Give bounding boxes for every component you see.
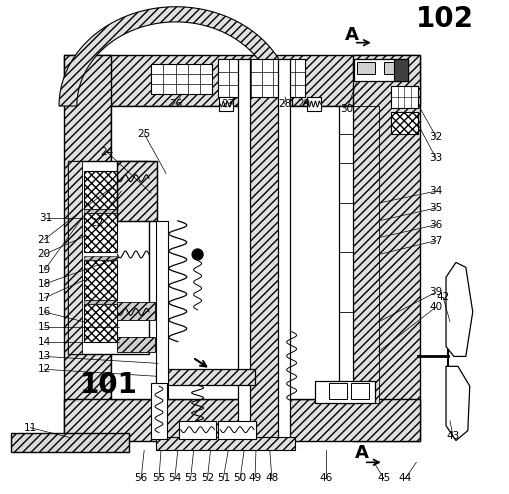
Bar: [156, 370, 254, 385]
Text: 50: 50: [233, 473, 246, 483]
Bar: [64, 399, 419, 441]
Text: 36: 36: [429, 220, 442, 230]
Text: 101: 101: [79, 371, 137, 399]
Text: 14: 14: [38, 336, 51, 347]
Text: 102: 102: [415, 5, 473, 33]
Bar: [64, 54, 111, 441]
Text: 43: 43: [445, 431, 459, 441]
Text: 25: 25: [137, 129, 151, 139]
Text: 53: 53: [184, 473, 197, 483]
Text: 49: 49: [248, 473, 261, 483]
Text: 27: 27: [221, 99, 235, 109]
Text: 37: 37: [429, 236, 442, 246]
Text: 44: 44: [398, 473, 411, 483]
Bar: [111, 106, 352, 399]
Text: 17: 17: [38, 293, 51, 303]
Text: 18: 18: [38, 279, 51, 289]
Text: 56: 56: [134, 473, 148, 483]
Bar: [68, 162, 149, 354]
Text: 55: 55: [152, 473, 165, 483]
Text: 52: 52: [201, 473, 214, 483]
Text: 46: 46: [319, 473, 332, 483]
Bar: [277, 59, 289, 446]
Circle shape: [192, 249, 203, 260]
Text: 34: 34: [429, 186, 442, 196]
Bar: [179, 421, 216, 439]
Text: 26: 26: [169, 99, 182, 109]
Bar: [350, 383, 368, 399]
Bar: [68, 162, 81, 354]
Text: 16: 16: [38, 307, 51, 317]
Text: 32: 32: [429, 132, 442, 142]
Bar: [352, 106, 378, 403]
Text: 21: 21: [38, 235, 51, 245]
Bar: [151, 64, 212, 94]
Bar: [83, 256, 117, 260]
Bar: [83, 213, 117, 252]
Bar: [83, 171, 117, 209]
Bar: [353, 59, 408, 82]
Text: 28: 28: [277, 99, 291, 109]
Bar: [117, 336, 155, 352]
Bar: [218, 59, 305, 97]
Bar: [11, 433, 129, 453]
Text: 42: 42: [436, 292, 449, 302]
Bar: [117, 162, 157, 221]
Bar: [156, 221, 167, 399]
Bar: [117, 162, 157, 221]
Bar: [83, 300, 117, 304]
Text: 13: 13: [38, 351, 51, 362]
Bar: [307, 97, 321, 111]
Text: 15: 15: [38, 322, 51, 332]
Text: 40: 40: [429, 302, 442, 312]
Bar: [156, 437, 294, 451]
Bar: [219, 97, 233, 111]
Text: 20: 20: [38, 249, 50, 259]
Bar: [352, 54, 419, 441]
Bar: [249, 59, 277, 446]
Bar: [117, 302, 155, 320]
Text: 29: 29: [296, 99, 309, 109]
Text: A: A: [345, 26, 358, 43]
Text: 39: 39: [429, 287, 442, 297]
Bar: [356, 62, 374, 74]
Text: 12: 12: [38, 364, 51, 374]
Text: 31: 31: [40, 213, 53, 223]
Text: 45: 45: [376, 473, 389, 483]
Polygon shape: [445, 367, 469, 441]
Bar: [315, 381, 374, 403]
Bar: [338, 106, 352, 403]
Bar: [390, 86, 417, 108]
Text: 54: 54: [168, 473, 181, 483]
Bar: [83, 304, 117, 341]
Bar: [329, 383, 346, 399]
Bar: [383, 62, 399, 74]
Text: 30: 30: [340, 104, 353, 114]
Text: 48: 48: [265, 473, 278, 483]
Bar: [218, 421, 256, 439]
Text: 51: 51: [216, 473, 230, 483]
Text: 24: 24: [100, 147, 113, 157]
Text: A: A: [354, 445, 368, 462]
Bar: [151, 383, 166, 439]
Bar: [238, 59, 249, 446]
Bar: [83, 209, 117, 213]
Text: 19: 19: [38, 265, 51, 275]
Polygon shape: [393, 59, 408, 82]
Bar: [83, 260, 117, 300]
Text: 33: 33: [429, 154, 442, 164]
Bar: [64, 54, 419, 106]
Text: 35: 35: [429, 203, 442, 213]
Text: 11: 11: [23, 423, 37, 433]
Polygon shape: [445, 262, 472, 357]
Bar: [390, 112, 417, 134]
Text: 22: 22: [90, 218, 103, 228]
Polygon shape: [59, 7, 292, 106]
